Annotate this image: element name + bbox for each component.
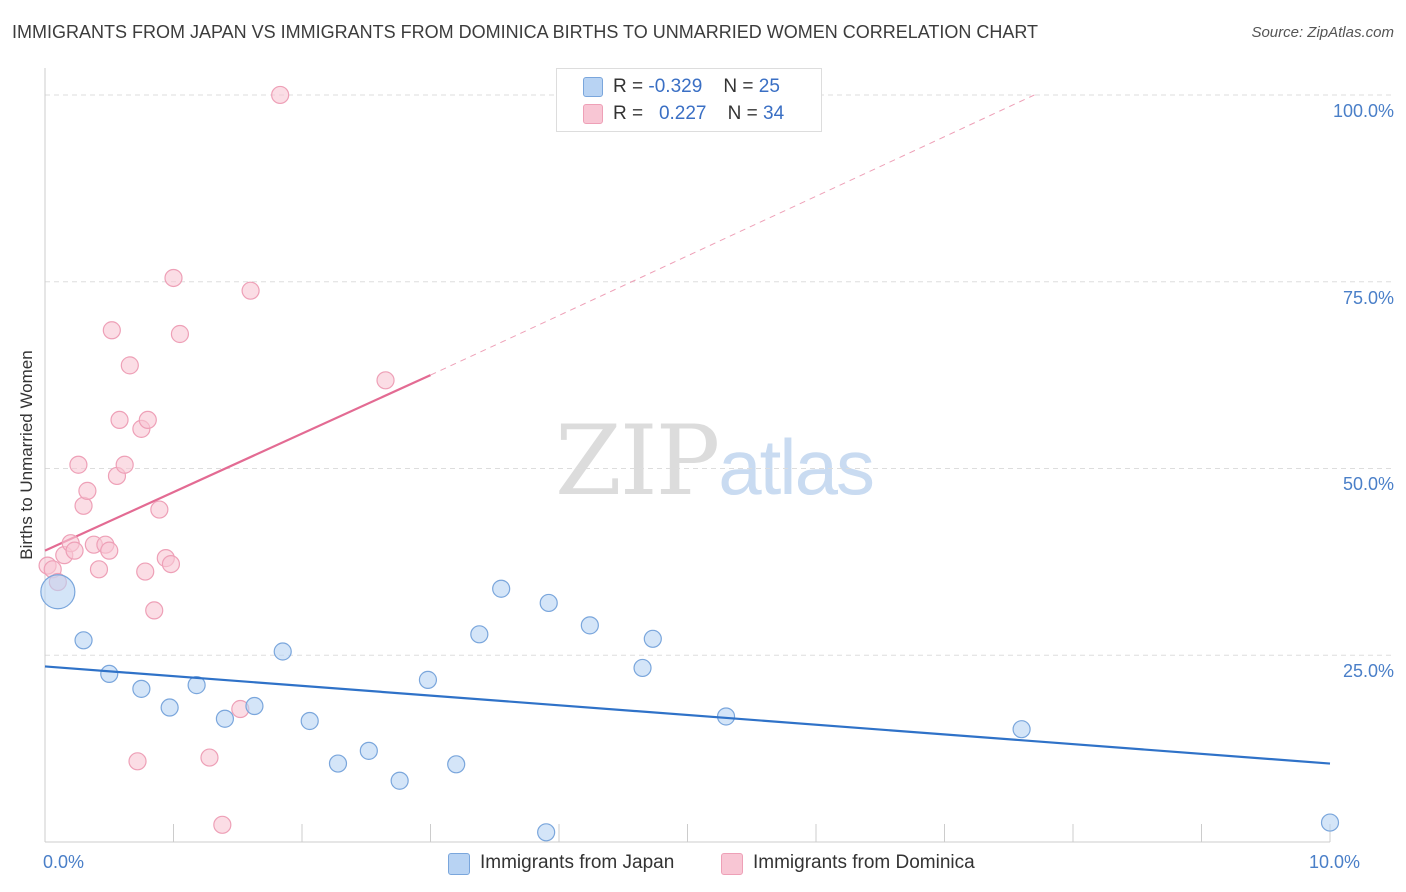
japan-point — [1012, 720, 1031, 739]
dominica-point — [74, 496, 93, 515]
dominica-n-label: N = — [727, 103, 758, 124]
dominica-point — [102, 321, 121, 340]
japan-point — [390, 771, 409, 790]
watermark-zip: ZIP — [555, 405, 720, 517]
axes — [44, 68, 1331, 843]
japan-legend-label: Immigrants from Japan — [480, 852, 675, 873]
japan-point — [492, 579, 511, 598]
x-tick-label: 0.0% — [43, 852, 85, 872]
dominica-point — [271, 85, 290, 105]
dominica-point — [138, 410, 157, 430]
dominica-point — [89, 560, 109, 579]
dominica-point — [213, 815, 232, 834]
dominica-point — [170, 324, 190, 344]
y-tick-label: 100.0% — [1332, 100, 1394, 121]
japan-point — [537, 823, 556, 842]
dominica-point — [376, 371, 395, 390]
source-label: Source: ZipAtlas.com — [1251, 24, 1394, 41]
dominica-point — [241, 281, 260, 300]
dominica-point — [164, 268, 183, 288]
dominica-trendline-extension — [430, 94, 1035, 376]
japan-point — [40, 574, 76, 610]
dominica-point — [120, 356, 139, 375]
dominica-point — [100, 541, 119, 560]
y-tick-label: 50.0% — [1342, 474, 1394, 495]
watermark: ZIPatlas — [555, 405, 875, 517]
japan-point — [100, 664, 119, 684]
legend-item-japan: Immigrants from Japan — [448, 852, 708, 876]
japan-swatch — [583, 77, 603, 97]
japan-points — [40, 574, 1340, 842]
japan-trendline — [44, 665, 1331, 765]
japan-n-label: N = — [723, 76, 754, 97]
dominica-point — [128, 752, 147, 771]
japan-point — [470, 625, 489, 644]
y-axis-label: Births to Unmarried Women — [17, 350, 36, 560]
japan-point — [580, 616, 599, 635]
dominica-trendline — [44, 374, 431, 552]
japan-point — [215, 709, 234, 728]
japan-point — [1320, 813, 1340, 832]
dominica-point — [200, 748, 219, 767]
dominica-legend-swatch — [721, 853, 743, 875]
japan-point — [328, 754, 348, 773]
dominica-point — [136, 562, 155, 581]
y-tick-label: 25.0% — [1342, 661, 1394, 682]
watermark-atlas: atlas — [718, 423, 875, 511]
chart-title: IMMIGRANTS FROM JAPAN VS IMMIGRANTS FROM… — [12, 22, 1039, 42]
dominica-legend-label: Immigrants from Dominica — [753, 852, 975, 873]
japan-point — [418, 670, 438, 689]
dominica-point — [115, 455, 134, 474]
dominica-swatch — [583, 104, 603, 124]
japan-r-label: R = — [613, 76, 644, 97]
dominica-point — [161, 554, 181, 574]
japan-point — [273, 642, 292, 661]
japan-point — [539, 593, 558, 613]
dominica-trendline-group — [44, 94, 1035, 552]
japan-point — [160, 698, 179, 717]
x-tick-label: 10.0% — [1308, 852, 1360, 872]
dominica-r-value: 0.227 — [658, 103, 707, 124]
dominica-point — [65, 541, 84, 560]
dominica-point — [110, 410, 129, 430]
correlation-legend: R = -0.329 N = 25 R = 0.227 N = 34 — [556, 68, 822, 132]
dominica-point — [150, 500, 169, 519]
dominica-point — [78, 481, 97, 500]
japan-trendline-group — [44, 665, 1331, 765]
dominica-r-label: R = — [613, 103, 644, 124]
y-tick-label: 75.0% — [1342, 287, 1394, 308]
japan-n-value: 25 — [758, 76, 780, 97]
japan-point — [132, 679, 151, 698]
dominica-n-value: 34 — [763, 103, 785, 124]
japan-point — [74, 631, 93, 650]
dominica-point — [69, 455, 88, 474]
japan-point — [633, 658, 652, 678]
japan-point — [643, 629, 662, 648]
dominica-points — [38, 85, 395, 834]
japan-point — [245, 696, 264, 716]
japan-r-value: -0.329 — [648, 76, 703, 97]
legend-item-dominica: Immigrants from Dominica — [721, 852, 1011, 876]
japan-legend-swatch — [448, 853, 470, 875]
dominica-point — [145, 601, 164, 620]
japan-point — [447, 755, 466, 774]
japan-point — [300, 711, 319, 731]
grid-lines — [45, 94, 1395, 656]
japan-point — [359, 741, 378, 760]
japan-point — [187, 676, 206, 695]
